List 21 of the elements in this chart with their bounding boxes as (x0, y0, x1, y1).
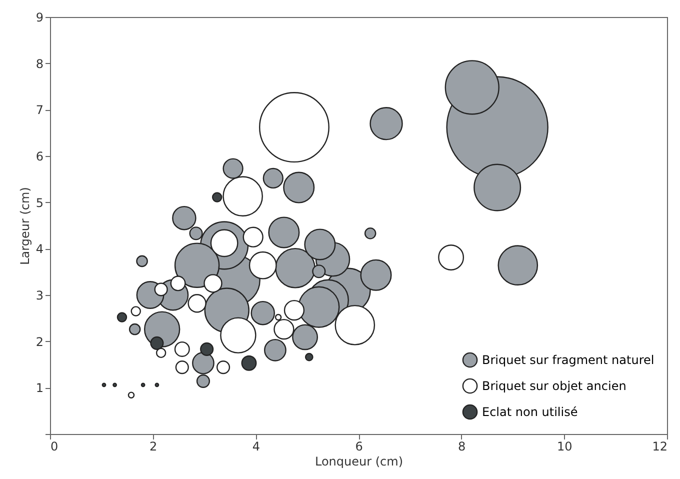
x-tick-label: 10 (557, 440, 572, 454)
legend-label: Briquet sur objet ancien (482, 379, 626, 393)
x-tick-label: 12 (652, 440, 668, 454)
y-tick-label: 2 (36, 334, 44, 349)
x-tick-label: 0 (50, 440, 58, 454)
x-tick-label: 2 (150, 440, 158, 454)
x-tick-label: 4 (252, 440, 260, 454)
x-tick-label: 8 (458, 440, 466, 454)
y-tick-label: 3 (36, 288, 44, 302)
x-tick-label: 6 (355, 440, 363, 454)
y-tick-label: 8 (36, 56, 44, 71)
x-axis-title: Lonqueur (cm) (314, 454, 404, 468)
legend-label: Briquet sur fragment naturel (482, 353, 654, 367)
y-tick-label: 6 (36, 150, 44, 164)
y-tick-label: 5 (36, 196, 44, 210)
y-tick-label: 7 (36, 103, 44, 118)
y-tick-label: 4 (36, 242, 44, 256)
y-axis-title: Largeur (cm) (18, 187, 32, 265)
y-tick-label: 9 (36, 10, 44, 24)
y-tick-label: 1 (36, 381, 44, 396)
legend-label: Eclat non utilisé (482, 405, 578, 419)
